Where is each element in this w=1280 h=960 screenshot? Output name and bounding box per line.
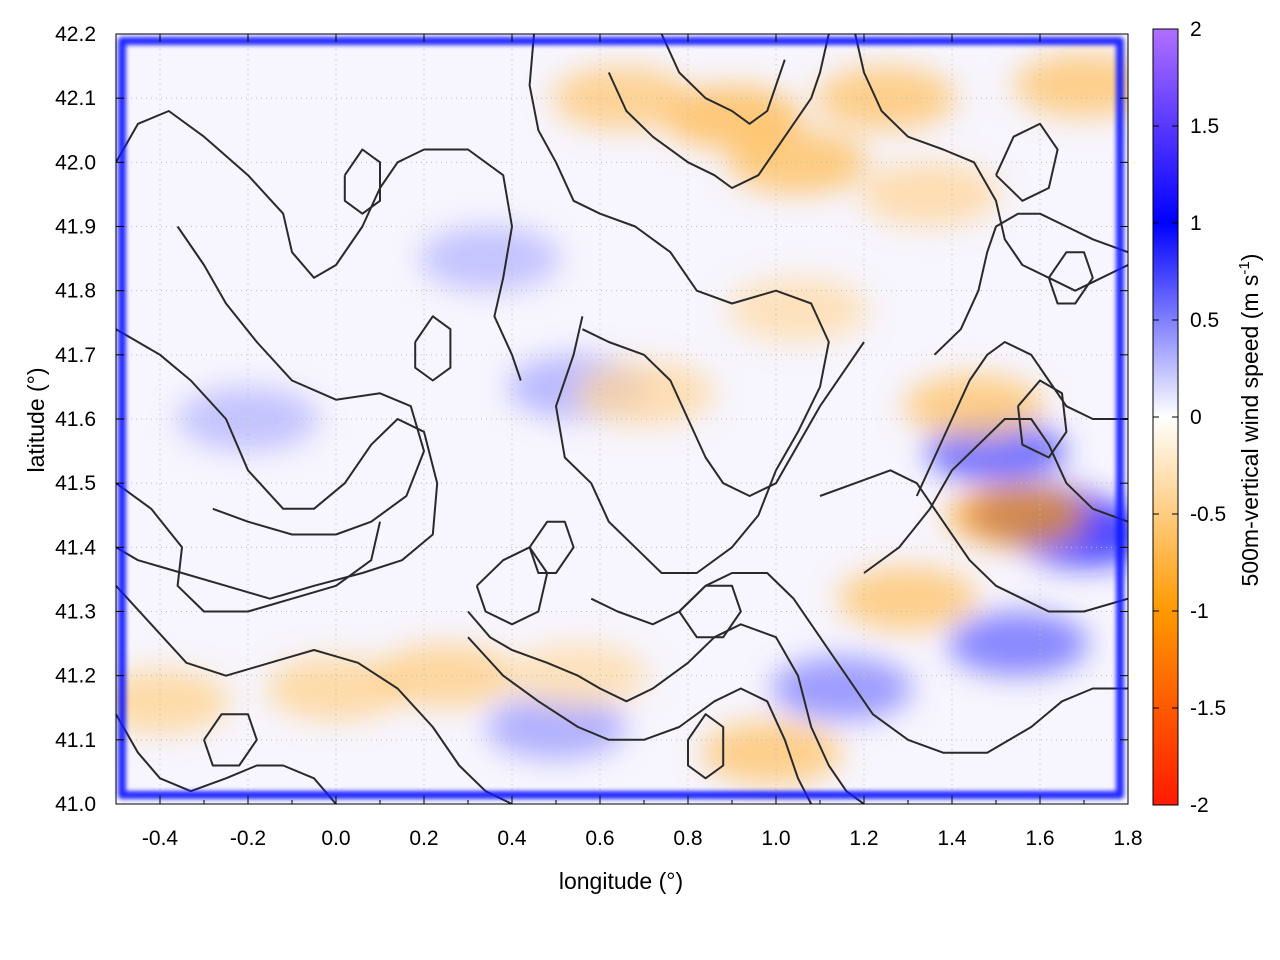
x-axis: -0.4 -0.2 0.0 0.2 0.4 0.6 0.8 1.0 1.2 1.4 1.6 1.8 [115, 34, 1143, 850]
x-tick-label: 0.8 [673, 827, 702, 850]
domain-boundary [118, 37, 1124, 799]
contour-line [863, 418, 1128, 574]
updraft-zone [948, 611, 1088, 676]
colorbar-title-close: ) [1237, 254, 1263, 262]
colorbar-tick-label: 0 [1190, 406, 1202, 429]
colorbar-ticks: -2 -1.5 -1 -0.5 0 0.5 1 1.5 2 [1153, 18, 1226, 817]
y-axis: 41.0 41.1 41.2 41.3 41.4 41.5 41.6 41.7 41.8 41.9… [55, 23, 1128, 816]
contour-line [819, 469, 1128, 613]
x-axis-title: longitude (°) [559, 868, 683, 894]
colorbar-tick-label: -2 [1190, 794, 1209, 817]
y-tick-label: 42.2 [55, 23, 96, 46]
y-tick-label: 41.8 [55, 280, 96, 303]
contour-line [116, 482, 381, 613]
x-tick-label: 0.4 [497, 827, 527, 850]
y-tick-label: 41.2 [55, 665, 96, 688]
updraft-zone [420, 226, 560, 291]
contour-line [414, 315, 452, 382]
downdraft-zone [701, 720, 842, 785]
downdraft-zone [662, 85, 802, 150]
contour-line [678, 584, 742, 639]
downdraft-zone [948, 483, 1088, 548]
contour-line [475, 546, 549, 626]
colorbar-tick-label: 1.5 [1190, 115, 1219, 138]
x-tick-label: 1.2 [849, 827, 878, 850]
contour-line [687, 713, 725, 780]
x-tick-label: 0.0 [321, 827, 350, 850]
x-tick-label: -0.2 [230, 827, 266, 850]
contour-line [581, 328, 865, 497]
downdraft-zone [1014, 53, 1128, 118]
downdraft-zone [838, 566, 978, 631]
contour-line [528, 34, 830, 574]
contour-line [1047, 251, 1094, 305]
contour-line [528, 520, 575, 574]
x-tick-label: 1.0 [761, 827, 790, 850]
updraft-zone [486, 695, 626, 759]
x-tick-label: 0.2 [409, 827, 438, 850]
updraft-zone [772, 656, 912, 721]
downdraft-zone [266, 656, 406, 721]
downdraft-zone [574, 361, 714, 426]
contour-line [467, 610, 865, 804]
downdraft-zone [728, 130, 868, 195]
colorbar-title-exponent: -1 [1236, 261, 1253, 274]
colorbar-tick-label: 1 [1190, 212, 1202, 235]
contour-line [116, 713, 337, 804]
contour-line [915, 341, 1128, 497]
contour-lines [116, 34, 1128, 804]
contour-line [116, 585, 513, 804]
x-tick-label: 1.4 [937, 827, 967, 850]
colorbar-tick-label: -0.5 [1190, 503, 1226, 526]
contour-line [203, 713, 258, 767]
contour-line [854, 34, 1128, 292]
contour-line [660, 34, 786, 125]
contour-line [590, 572, 1128, 754]
downdraft-zone [116, 669, 230, 734]
y-tick-label: 41.0 [55, 793, 96, 816]
contour-line [176, 225, 425, 536]
x-tick-label: 1.6 [1025, 827, 1054, 850]
y-tick-label: 42.1 [55, 87, 96, 110]
heatmap-layer [116, 53, 1128, 785]
y-tick-label: 42.0 [55, 151, 96, 174]
contour-line [995, 122, 1059, 202]
y-tick-label: 41.5 [55, 472, 96, 495]
downdraft-zone [904, 374, 1044, 439]
colorbar-title-text: 500m-vertical wind speed (m s [1237, 275, 1263, 587]
contour-line [607, 34, 830, 189]
downdraft-zone [860, 162, 1000, 227]
colorbar-tick-label: 2 [1190, 18, 1202, 41]
colorbar-tick-label: -1.5 [1190, 697, 1226, 720]
y-tick-label: 41.9 [55, 216, 96, 239]
colorbar-title: 500m-vertical wind speed (m s-1) [1236, 254, 1263, 587]
contour-line [467, 636, 813, 804]
x-tick-label: 0.6 [585, 827, 614, 850]
x-tick-label: 1.8 [1113, 827, 1142, 850]
contour-line [933, 212, 1128, 356]
colorbar: -2 -1.5 -1 -0.5 0 0.5 1 1.5 2 500m-vertical wind… [1152, 18, 1263, 817]
colorbar-tick-label: 0.5 [1190, 309, 1219, 332]
y-axis-title: latitude (°) [23, 367, 49, 472]
x-tick-label: -0.4 [142, 827, 179, 850]
y-tick-label: 41.3 [55, 601, 96, 624]
contour-line [116, 328, 439, 600]
y-tick-label: 41.6 [55, 408, 96, 431]
y-tick-label: 41.4 [55, 536, 96, 559]
y-tick-label: 41.7 [55, 344, 96, 367]
downdraft-zone [728, 277, 868, 342]
contour-line [343, 148, 381, 215]
y-tick-label: 41.1 [55, 729, 96, 752]
colorbar-tick-label: -1 [1190, 600, 1209, 623]
contour-line [1017, 379, 1068, 459]
